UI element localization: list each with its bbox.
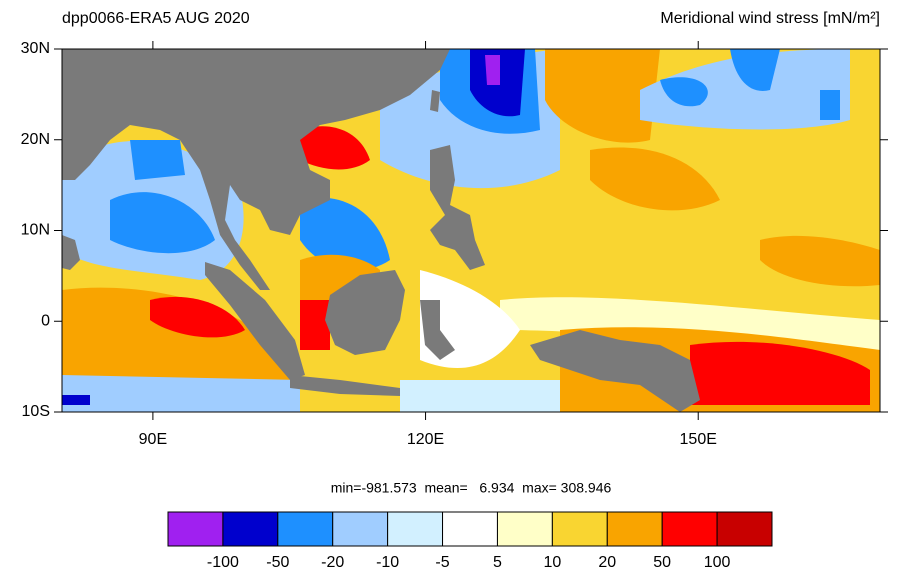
land	[62, 49, 700, 412]
title-right: Meridional wind stress [mN/m²]	[660, 10, 880, 27]
colorbar-box	[716, 511, 773, 547]
colorbar-box	[332, 511, 389, 547]
y-tick-label: 20N	[21, 131, 50, 148]
colorbar-box	[222, 511, 279, 547]
y-tick-label: 10N	[21, 222, 50, 239]
colorbar-label: 100	[704, 554, 731, 571]
colorbar-label: -10	[376, 554, 399, 571]
x-tick-label: 90E	[139, 431, 167, 448]
colorbar-label: -50	[266, 554, 289, 571]
colorbar-box	[442, 511, 498, 547]
colorbar-box	[551, 511, 608, 547]
y-tick-label: 10S	[22, 403, 50, 420]
colorbar-box	[277, 511, 334, 547]
stats: min=-981.573 mean= 6.934 max= 308.946	[331, 480, 612, 496]
title-left: dpp0066-ERA5 AUG 2020	[62, 10, 250, 27]
y-tick-label: 0	[41, 312, 50, 329]
colorbar-box	[496, 511, 553, 547]
colorbar-label: 10	[543, 554, 561, 571]
colorbar-label: 5	[493, 554, 502, 571]
colorbar-label: -5	[435, 554, 449, 571]
colorbar-box	[167, 511, 224, 547]
colorbar-label: -20	[321, 554, 344, 571]
colorbar-box	[387, 511, 444, 547]
colorbar-label: 50	[653, 554, 671, 571]
colorbar-box	[661, 511, 718, 547]
x-tick-label: 150E	[680, 431, 717, 448]
colorbar-box	[606, 511, 663, 547]
x-tick-label: 120E	[407, 431, 444, 448]
y-tick-label: 30N	[21, 40, 50, 57]
colorbar-label: 20	[598, 554, 616, 571]
colorbar-label: -100	[207, 554, 239, 571]
